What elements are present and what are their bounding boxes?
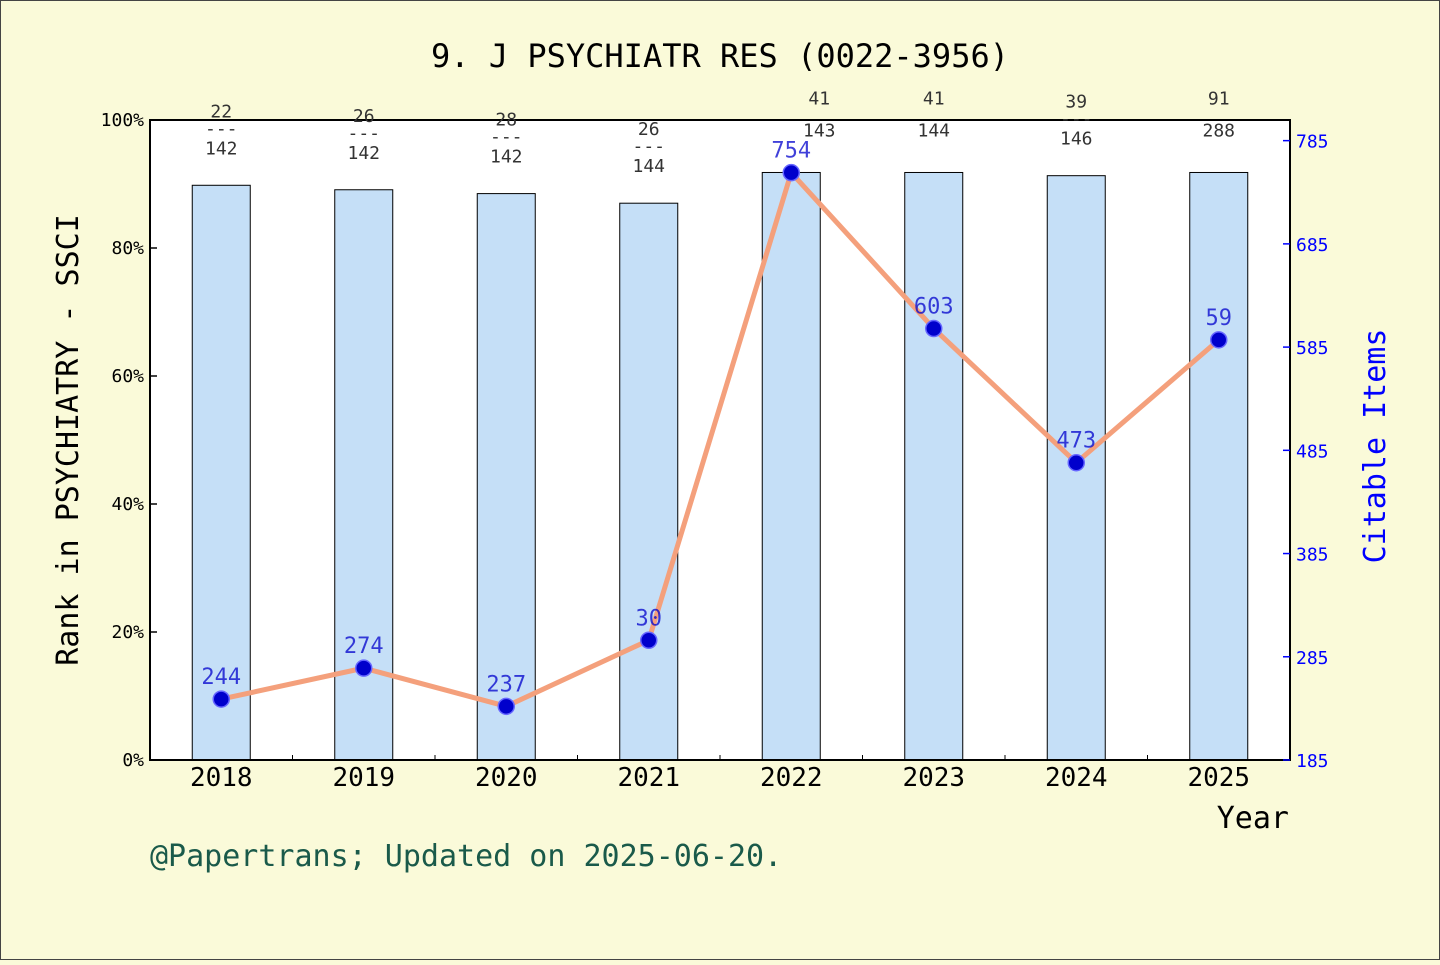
- bar-2018: [191, 184, 251, 761]
- point-2018: [212, 690, 230, 708]
- rank-divider-2018: ---: [205, 118, 238, 139]
- y-tick-label-2: 40%: [111, 494, 144, 515]
- rank-total-2024: 146: [1060, 129, 1093, 150]
- bar-2022: [761, 171, 821, 761]
- x-tick-label-2022: 2022: [760, 763, 823, 793]
- y2-tick-label-6: 785: [1296, 132, 1329, 153]
- bar-2023: [904, 171, 964, 761]
- y-tick-label-5: 100%: [101, 110, 145, 131]
- rank-value-2018: 22: [210, 101, 232, 122]
- point-2021: [640, 631, 658, 650]
- y2-tick-label-3: 485: [1296, 441, 1329, 462]
- y2-tick-label-1: 285: [1296, 648, 1329, 669]
- point-2025: [1210, 331, 1228, 349]
- point-2024: [1067, 453, 1085, 472]
- rank-value-2019: 26: [353, 106, 375, 127]
- point-label-2022: 754: [771, 139, 811, 164]
- bar-2025: [1189, 171, 1249, 761]
- point-label-2019: 274: [344, 634, 384, 659]
- y2-tick-label-2: 385: [1296, 545, 1329, 566]
- y-tick-label-3: 60%: [111, 366, 144, 387]
- x-tick-label-2019: 2019: [332, 763, 395, 793]
- point-2019: [355, 659, 373, 677]
- rank-total-2019: 142: [347, 143, 380, 164]
- point-2023: [925, 319, 943, 338]
- y2-tick-label-4: 585: [1296, 338, 1329, 359]
- bar-2019: [334, 189, 394, 761]
- point-label-2020: 237: [486, 672, 526, 697]
- x-axis-label: Year: [1217, 801, 1289, 836]
- bar-2021: [619, 202, 679, 761]
- point-label-2025: 59: [1206, 306, 1233, 331]
- rank-total-2022: 143: [803, 120, 836, 141]
- rank-annotations: 22---14226---14228---14226---14441143411…: [205, 88, 1235, 177]
- rank-divider-2021: ---: [632, 136, 665, 157]
- rank-value-2024: 39: [1065, 92, 1087, 113]
- bar-2020: [476, 193, 536, 761]
- x-tick-label-2025: 2025: [1187, 763, 1250, 793]
- rank-divider-2020: ---: [490, 127, 523, 148]
- point-2022: [782, 163, 800, 182]
- rank-divider-2024: ---: [1060, 109, 1093, 130]
- x-tick-label-2021: 2021: [617, 763, 680, 793]
- rank-total-2018: 142: [205, 138, 238, 159]
- line-series: 244 274 237 30 754 603 473 59: [201, 139, 1233, 716]
- y2-tick-label-5: 685: [1296, 235, 1329, 256]
- y-tick-label-0: 0%: [122, 750, 144, 771]
- rank-value-2021: 26: [638, 119, 660, 140]
- rank-value-2022: 41: [808, 88, 830, 109]
- rank-value-2025: 91: [1208, 88, 1230, 109]
- y-tick-label-4: 80%: [111, 238, 144, 259]
- plot-area: [150, 120, 1290, 760]
- axes: 0% 20% 40% 60% 80% 100% 185 285 385 485 585 685 785 2…: [101, 110, 1329, 793]
- y-tick-label-1: 20%: [111, 622, 144, 643]
- x-tick-label-2018: 2018: [190, 763, 253, 793]
- rank-total-2020: 142: [490, 147, 523, 168]
- y2-tick-label-0: 185: [1296, 751, 1329, 772]
- point-label-2024: 473: [1056, 429, 1096, 454]
- chart-title: 9. J PSYCHIATR RES (0022-3956): [431, 37, 1009, 75]
- rank-total-2023: 144: [917, 120, 950, 141]
- rank-total-2021: 144: [632, 156, 665, 177]
- point-label-2018: 244: [201, 665, 241, 690]
- rank-value-2023: 41: [923, 88, 945, 109]
- point-label-2023: 603: [914, 295, 954, 320]
- x-tick-label-2024: 2024: [1045, 763, 1108, 793]
- point-label-2021: 30: [636, 606, 663, 631]
- footer-note: @Papertrans; Updated on 2025-06-20.: [150, 839, 782, 874]
- rank-value-2020: 28: [495, 110, 517, 131]
- bar-series: [191, 171, 1249, 761]
- citable-items-line: [218, 170, 1222, 709]
- rank-total-2025: 288: [1202, 120, 1235, 141]
- point-2020: [497, 697, 515, 716]
- rank-divider-2019: ---: [347, 123, 380, 144]
- x-tick-label-2020: 2020: [475, 763, 538, 793]
- x-tick-label-2023: 2023: [902, 763, 965, 793]
- y2-axis-label: Citable Items: [1358, 329, 1393, 564]
- y-axis-label: Rank in PSYCHIATRY - SSCI: [51, 214, 86, 666]
